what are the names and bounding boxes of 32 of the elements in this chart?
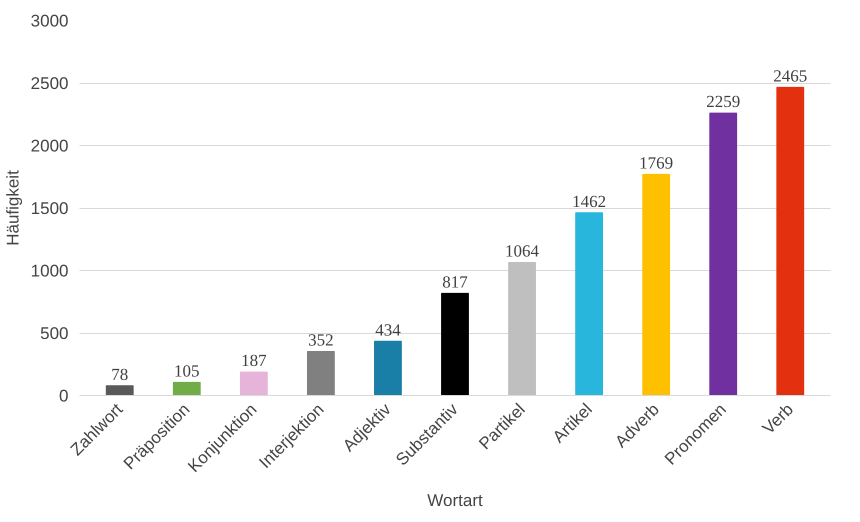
x-tick-label: Verb: [758, 400, 797, 438]
bar: [306, 351, 335, 396]
data-label: 352: [308, 330, 334, 350]
bar: [106, 385, 134, 396]
y-tick-label: 1500: [30, 199, 69, 218]
bar: [709, 112, 738, 396]
y-axis-title: Häufigkeit: [4, 170, 23, 246]
data-label: 434: [375, 320, 402, 340]
y-tick-label: 3000: [30, 12, 69, 30]
bar: [441, 292, 469, 396]
data-label: 2259: [706, 92, 740, 112]
bar: [642, 174, 670, 396]
bar: [374, 340, 402, 396]
data-label: 78: [111, 364, 128, 384]
bar: [776, 86, 804, 396]
data-label: 1769: [639, 153, 674, 172]
bar: [575, 212, 604, 396]
y-tick-label: 1000: [30, 262, 69, 280]
data-label: 1462: [572, 192, 606, 211]
bar: [240, 372, 268, 396]
data-label: 105: [174, 361, 200, 380]
y-tick-label: 2500: [30, 74, 69, 93]
data-label: 2465: [773, 66, 808, 86]
y-tick-label: 500: [40, 324, 69, 343]
y-tick-label: 0: [59, 386, 69, 406]
data-label: 187: [241, 351, 268, 370]
data-label: 817: [442, 272, 468, 292]
bar: [172, 382, 201, 396]
bar: [508, 262, 536, 396]
y-tick-label: 2000: [30, 136, 69, 156]
data-label: 1064: [505, 242, 540, 260]
x-axis-title: Wortart: [427, 490, 483, 510]
